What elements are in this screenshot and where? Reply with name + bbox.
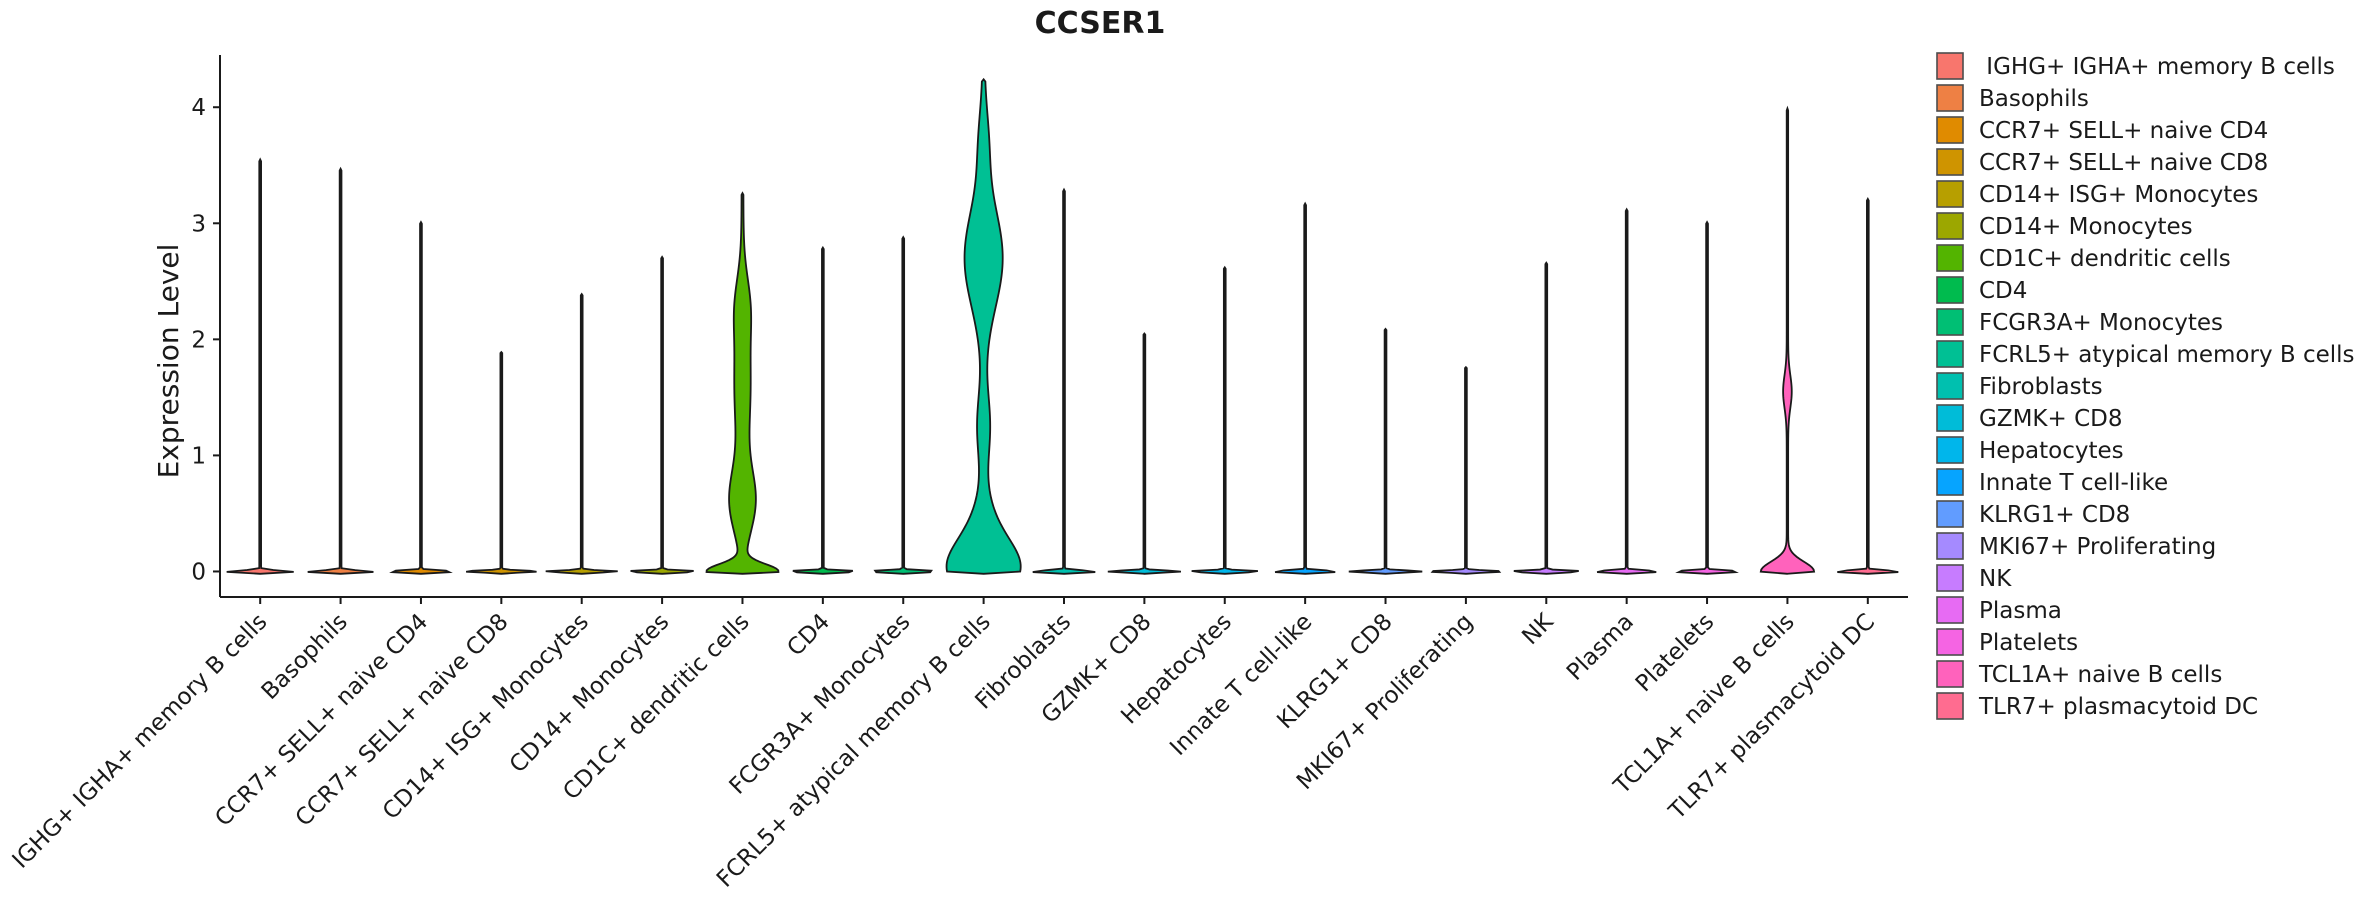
legend-label: CD14+ Monocytes [1979, 214, 2193, 240]
legend-label: Innate T cell-like [1979, 470, 2168, 496]
violin-7 [792, 245, 854, 575]
y-axis-label: Expression Level [152, 244, 185, 479]
x-tick-label: Innate T cell-like [1165, 609, 1317, 761]
violin-11 [1107, 332, 1182, 575]
y-tick-label: 4 [191, 95, 206, 121]
legend-swatch [1936, 692, 1964, 720]
x-tick-label: NK [1517, 608, 1559, 650]
legend: IGHG+ IGHA+ memory B cells Basophils CCR7+… [1936, 52, 2355, 720]
violin-20 [1837, 196, 1899, 575]
x-tick-label: CD4 [782, 609, 835, 662]
legend-label: Hepatocytes [1979, 438, 2124, 464]
legend-swatch [1936, 628, 1964, 656]
violin-19 [1759, 105, 1816, 575]
legend-label: MKI67+ Proliferating [1979, 534, 2216, 560]
legend-swatch [1936, 308, 1964, 336]
violin-4 [545, 292, 618, 575]
y-tick-label: 0 [191, 559, 206, 585]
legend-label: FCGR3A+ Monocytes [1979, 310, 2223, 336]
legend-swatch [1936, 244, 1964, 272]
legend-swatch [1936, 596, 1964, 624]
legend-label: CD4 [1979, 278, 2027, 304]
legend-swatch [1936, 500, 1964, 528]
violin-12 [1191, 265, 1259, 575]
chart-title: CCSER1 [1035, 6, 1166, 41]
legend-swatch [1936, 116, 1964, 144]
y-tick-label: 2 [191, 327, 206, 353]
violin-13 [1274, 201, 1336, 575]
legend-swatch [1936, 564, 1964, 592]
legend-label: CCR7+ SELL+ naive CD4 [1979, 118, 2268, 144]
legend-label: FCRL5+ atypical memory B cells [1979, 342, 2355, 368]
legend-label: CCR7+ SELL+ naive CD8 [1979, 150, 2268, 176]
y-axis: 0 1 2 3 4 [191, 55, 221, 597]
legend-swatch [1936, 532, 1964, 560]
violin-5 [630, 255, 694, 575]
legend-swatch [1936, 372, 1964, 400]
legend-swatch [1936, 436, 1964, 464]
x-axis: IGHG+ IGHA+ memory B cellsBasophilsCCR7+… [8, 596, 1908, 893]
legend-swatch [1936, 180, 1964, 208]
legend-swatch [1936, 660, 1964, 688]
violin-1 [307, 166, 374, 575]
violin-15 [1430, 365, 1502, 575]
legend-label: KLRG1+ CD8 [1979, 502, 2130, 528]
legend-label: GZMK+ CD8 [1979, 406, 2123, 432]
legend-label: IGHG+ IGHA+ memory B cells [1979, 54, 2335, 80]
legend-label: TLR7+ plasmacytoid DC [1978, 694, 2258, 720]
legend-swatch [1936, 212, 1964, 240]
legend-label: Platelets [1979, 630, 2078, 656]
violin-8 [873, 235, 933, 575]
violin-9 [945, 77, 1022, 575]
legend-label: NK [1979, 566, 2012, 592]
legend-swatch [1936, 340, 1964, 368]
legend-swatch [1936, 468, 1964, 496]
violins [226, 77, 1899, 575]
violin-14 [1348, 327, 1423, 575]
legend-label: TCL1A+ naive B cells [1978, 662, 2222, 688]
y-tick-label: 3 [191, 211, 206, 237]
violin-0 [226, 157, 294, 575]
violin-17 [1596, 207, 1657, 575]
legend-swatch [1936, 404, 1964, 432]
legend-label: Basophils [1979, 86, 2089, 112]
violin-3 [465, 350, 537, 575]
violin-18 [1675, 220, 1739, 575]
legend-label: Plasma [1979, 598, 2062, 624]
violin-2 [389, 220, 453, 575]
legend-swatch [1936, 276, 1964, 304]
y-tick-label: 1 [191, 443, 206, 469]
legend-label: CD14+ ISG+ Monocytes [1979, 182, 2258, 208]
violin-16 [1513, 261, 1579, 575]
x-tick-label: CD14+ Monocytes [505, 609, 674, 778]
violin-10 [1032, 187, 1096, 575]
x-tick-label: IGHG+ IGHA+ memory B cells [8, 609, 273, 874]
legend-label: CD1C+ dendritic cells [1979, 246, 2231, 272]
legend-swatch [1936, 84, 1964, 112]
legend-swatch [1936, 52, 1964, 80]
legend-swatch [1936, 148, 1964, 176]
x-tick-label: Plasma [1562, 609, 1639, 686]
violin-6 [705, 191, 780, 575]
legend-label: Fibroblasts [1979, 374, 2103, 400]
